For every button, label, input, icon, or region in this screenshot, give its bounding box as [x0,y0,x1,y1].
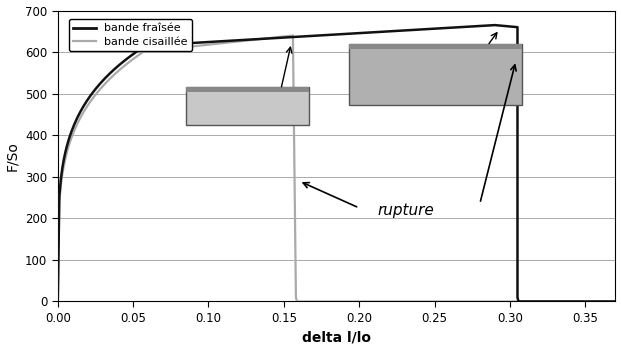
bande cisaillée [269,36,276,40]
Bar [186,88,309,125]
Legend: bande fraîsée, bande cisaillée: bande fraîsée, bande cisaillée [69,19,193,51]
bande cisaillée [612,299,619,303]
X-axis label: delta l/lo: delta l/lo [302,330,371,344]
bande cisaillée [171,31,179,35]
bande fraîsée [224,39,232,43]
bande fraîsée [120,60,127,64]
bande fraîsée [335,32,343,36]
bande fraîsée [378,30,386,34]
bande cisaillée [233,40,240,44]
Bar [348,44,522,49]
bande fraîsée [498,24,505,28]
Line: bande fraîsée: bande fraîsée [58,25,615,301]
Bar [348,44,522,105]
bande cisaillée [54,299,61,303]
Line: bande cisaillée: bande cisaillée [58,32,615,301]
bande cisaillée [175,29,182,34]
Bar [186,86,309,92]
bande cisaillée [268,36,275,40]
bande fraîsée [54,299,61,303]
Y-axis label: F/So: F/So [6,141,19,171]
bande cisaillée [161,37,168,41]
bande fraîsée [491,23,499,27]
bande fraîsée [333,32,341,36]
bande fraîsée [612,299,619,303]
Text: rupture: rupture [378,203,434,218]
bande cisaillée [123,62,130,66]
